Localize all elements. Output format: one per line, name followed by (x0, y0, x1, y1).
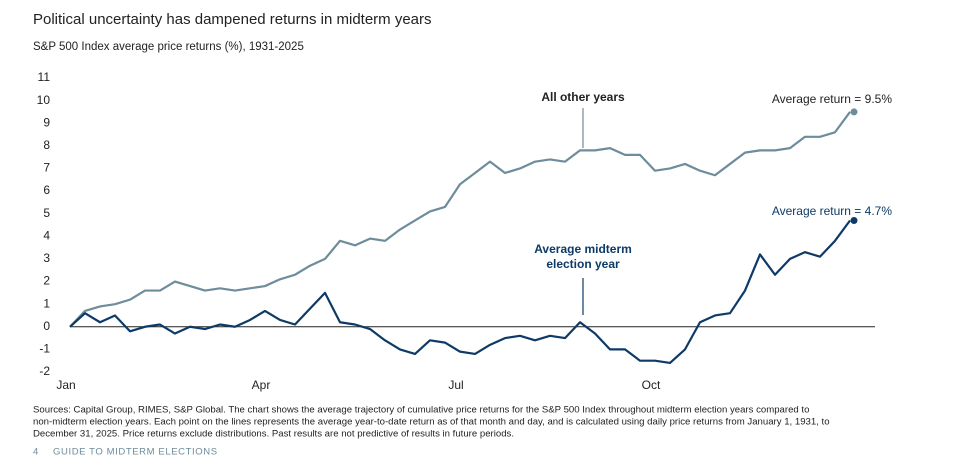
series-label: Average midterm election year (534, 242, 632, 271)
x-tick-label: Jul (448, 378, 463, 392)
y-tick-label: 2 (43, 274, 50, 288)
annotation: Average return = 4.7% (772, 204, 893, 218)
series-line (69, 219, 851, 365)
end-point (850, 108, 858, 116)
x-tick-label: Apr (252, 378, 271, 392)
y-tick-label: 0 (43, 319, 50, 333)
y-tick-label: 8 (43, 138, 50, 152)
y-tick-label: 10 (37, 93, 51, 107)
source-note: Sources: Capital Group, RIMES, S&P Globa… (33, 405, 809, 416)
y-tick-label: 1 (43, 296, 50, 310)
y-tick-label: 3 (43, 251, 50, 265)
annotation: Average return = 9.5% (772, 92, 893, 106)
source-note: non-midterm election years. Each point o… (33, 417, 830, 428)
source-note: December 31, 2025. Price returns exclude… (33, 429, 514, 440)
series-line (69, 111, 851, 328)
y-tick-label: 5 (43, 206, 50, 220)
y-tick-label: 9 (43, 115, 50, 129)
end-point (850, 216, 858, 224)
y-tick-label: -1 (39, 342, 50, 356)
chart-subtitle: S&P 500 Index average price returns (%),… (33, 41, 304, 53)
footer: GUIDE TO MIDTERM ELECTIONS (53, 447, 218, 458)
series-label: All other years (541, 90, 625, 104)
page-number: 4 (33, 447, 38, 458)
y-tick-label: 6 (43, 183, 50, 197)
y-tick-label: -2 (39, 364, 50, 378)
y-tick-label: 7 (43, 161, 50, 175)
chart-title: Political uncertainty has dampened retur… (33, 11, 432, 28)
x-tick-label: Oct (642, 378, 661, 392)
y-tick-label: 11 (38, 70, 51, 84)
y-tick-label: 4 (43, 228, 50, 242)
x-tick-label: Jan (56, 378, 75, 392)
